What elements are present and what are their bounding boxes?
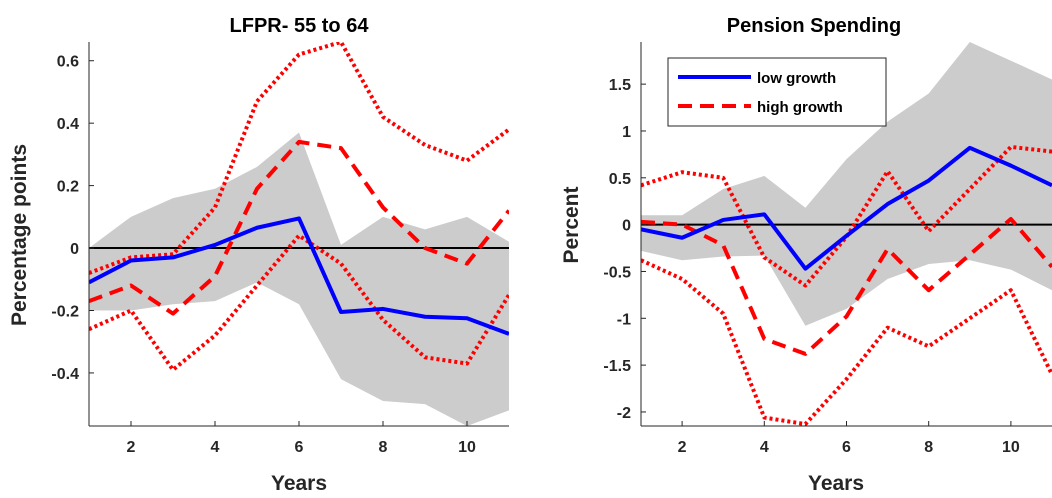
series-high-growth-line xyxy=(641,217,1052,356)
confidence-band xyxy=(641,42,1052,326)
x-tick-label: 2 xyxy=(678,439,687,456)
y-tick-label: 0 xyxy=(70,241,79,258)
series-low-growth-line xyxy=(89,216,509,336)
y-axis-label: Percentage points xyxy=(8,144,31,326)
plot-area-0 xyxy=(89,42,509,426)
y-axis-label: Percent xyxy=(560,186,583,263)
x-tick-label: 4 xyxy=(760,439,769,456)
plot-area-1 xyxy=(641,42,1052,426)
y-tick-label: -1 xyxy=(617,311,631,328)
series-bound-dotted-line-3 xyxy=(641,258,1052,426)
y-tick-label: 0.5 xyxy=(609,171,631,188)
legend: low growth high growth xyxy=(667,57,887,127)
x-tick-label: 10 xyxy=(458,439,476,456)
x-tick-label: 6 xyxy=(842,439,851,456)
y-tick-label: -0.2 xyxy=(51,303,79,320)
chart-title: LFPR- 55 to 64 xyxy=(230,15,370,37)
confidence-band xyxy=(89,132,509,426)
y-tick-label: 1 xyxy=(622,124,631,141)
y-tick-label: 1.5 xyxy=(609,77,631,94)
x-tick-label: 10 xyxy=(1002,439,1020,456)
y-tick-label: 0 xyxy=(622,218,631,235)
x-axis-label: Years xyxy=(808,472,864,495)
legend-box xyxy=(667,57,887,127)
y-tick-label: 0.4 xyxy=(57,116,79,133)
chart-title: Pension Spending xyxy=(727,15,901,37)
x-tick-label: 4 xyxy=(211,439,220,456)
y-tick-label: 0.2 xyxy=(57,179,79,196)
y-tick-label: 0.6 xyxy=(57,54,79,71)
series-bound-dotted-line-2 xyxy=(641,144,1052,288)
x-tick-label: 8 xyxy=(924,439,933,456)
series-bound-dotted-line-3 xyxy=(89,233,509,372)
y-tick-label: -1.5 xyxy=(603,358,631,375)
x-tick-label: 6 xyxy=(295,439,304,456)
x-axis-label: Years xyxy=(271,472,327,495)
legend-low-growth-label: low growth xyxy=(757,70,836,87)
series-bound-dotted-line-2 xyxy=(89,42,509,275)
y-tick-label: -0.4 xyxy=(51,366,79,383)
x-tick-label: 2 xyxy=(127,439,136,456)
series-high-growth-line xyxy=(89,139,509,316)
y-tick-label: -2 xyxy=(617,405,631,422)
x-tick-label: 8 xyxy=(379,439,388,456)
y-tick-label: -0.5 xyxy=(603,264,631,281)
series-low-growth-line xyxy=(641,145,1052,271)
legend-high-growth-label: high growth xyxy=(757,99,843,116)
